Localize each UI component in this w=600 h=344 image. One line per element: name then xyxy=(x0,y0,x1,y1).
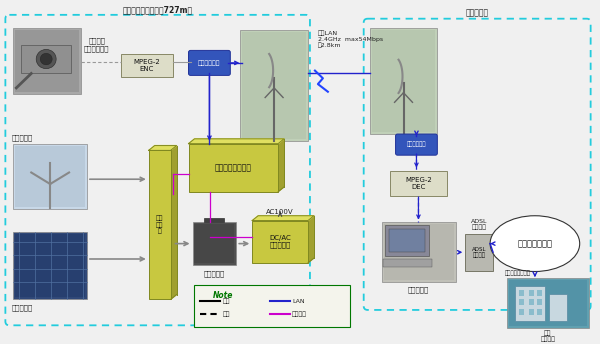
Text: 電源
制御
器: 電源 制御 器 xyxy=(156,216,163,234)
Text: ADSL
ルーター: ADSL ルーター xyxy=(472,247,487,258)
Text: 無線LAN
2.4GHz  max54Mbps
約2.8km: 無線LAN 2.4GHz max54Mbps 約2.8km xyxy=(318,30,383,48)
Bar xyxy=(383,259,433,267)
Text: 送受信　局: 送受信 局 xyxy=(466,9,489,18)
Bar xyxy=(537,299,542,305)
Bar xyxy=(21,45,71,74)
Bar xyxy=(149,150,170,299)
Bar xyxy=(537,309,542,315)
Bar xyxy=(389,171,448,195)
Bar xyxy=(383,224,454,280)
Text: MPEG-2
DEC: MPEG-2 DEC xyxy=(405,176,432,190)
Bar xyxy=(515,286,545,321)
FancyBboxPatch shape xyxy=(188,51,230,75)
Polygon shape xyxy=(188,139,284,144)
Text: 設置富士山麓（標高727m）: 設置富士山麓（標高727m） xyxy=(122,5,193,14)
Text: 通信ユニット: 通信ユニット xyxy=(198,60,221,66)
FancyBboxPatch shape xyxy=(395,134,437,155)
Text: 通信ユニット: 通信ユニット xyxy=(407,142,426,148)
Text: ADSL
ルーター: ADSL ルーター xyxy=(471,219,487,230)
Text: インターネット: インターネット xyxy=(517,239,553,248)
Polygon shape xyxy=(170,146,176,299)
Text: 制御: 制御 xyxy=(223,311,230,316)
Polygon shape xyxy=(149,146,176,150)
Text: 画像サーバ: 画像サーバ xyxy=(408,287,429,293)
Bar xyxy=(240,30,308,141)
Bar xyxy=(16,234,85,298)
Bar xyxy=(193,223,236,265)
Bar xyxy=(194,224,235,263)
Bar xyxy=(16,146,85,207)
Text: Note: Note xyxy=(212,291,233,300)
Bar xyxy=(549,293,567,321)
Text: LAN: LAN xyxy=(292,299,305,304)
Text: 弊社
横浜工場: 弊社 横浜工場 xyxy=(541,330,556,342)
Bar xyxy=(252,221,308,263)
Bar xyxy=(529,299,534,305)
Bar xyxy=(205,218,224,223)
Polygon shape xyxy=(308,216,314,263)
Text: 屋外監視
一体型カメラ: 屋外監視 一体型カメラ xyxy=(84,37,110,52)
Bar xyxy=(13,232,87,299)
Bar xyxy=(13,144,87,209)
Bar xyxy=(370,28,437,134)
Text: ソーラー板: ソーラー板 xyxy=(11,304,32,311)
Circle shape xyxy=(36,50,56,69)
Bar xyxy=(519,290,524,295)
Text: 画像＆分析データ: 画像＆分析データ xyxy=(505,271,531,276)
Bar xyxy=(537,290,542,295)
Bar xyxy=(465,234,493,270)
Text: MPEG-2
ENC: MPEG-2 ENC xyxy=(133,59,160,72)
Text: 状態監視: 状態監視 xyxy=(292,311,307,316)
Text: 映像: 映像 xyxy=(223,299,230,304)
Bar xyxy=(507,278,589,328)
Bar xyxy=(389,229,425,252)
Bar xyxy=(509,280,587,326)
Bar xyxy=(529,290,534,295)
Bar xyxy=(529,309,534,315)
Circle shape xyxy=(40,53,52,65)
Text: 風力発電機: 風力発電機 xyxy=(11,134,32,141)
Polygon shape xyxy=(278,139,284,192)
Text: バッテリー: バッテリー xyxy=(204,270,225,277)
Text: 制御コンピュータ: 制御コンピュータ xyxy=(215,163,252,172)
FancyBboxPatch shape xyxy=(194,285,350,327)
Bar xyxy=(16,30,79,92)
Text: AC100V: AC100V xyxy=(266,209,294,215)
Ellipse shape xyxy=(490,216,580,271)
Bar xyxy=(382,223,456,282)
Bar xyxy=(385,225,430,256)
Bar xyxy=(519,299,524,305)
Text: DC/AC
インバータ: DC/AC インバータ xyxy=(269,235,291,248)
Bar xyxy=(371,30,436,132)
Bar xyxy=(519,309,524,315)
Bar xyxy=(188,144,278,192)
Polygon shape xyxy=(252,216,314,221)
Bar xyxy=(121,54,173,77)
Bar xyxy=(13,28,81,94)
Bar xyxy=(242,32,306,139)
